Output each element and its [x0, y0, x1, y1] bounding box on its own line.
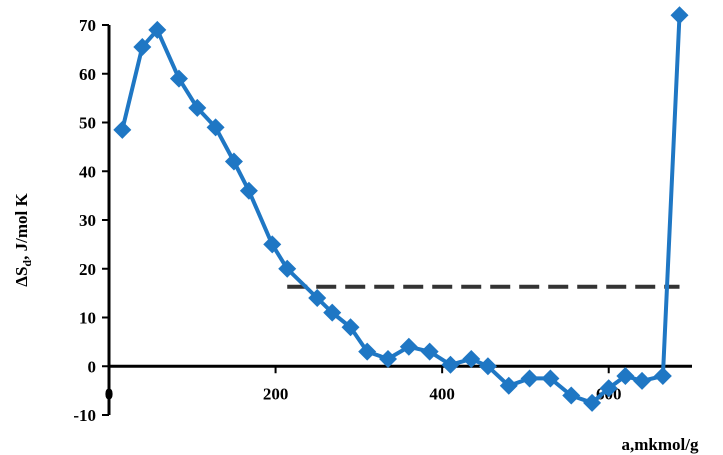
data-point-marker: [599, 379, 618, 398]
data-point-marker: [133, 37, 152, 56]
data-point-marker: [263, 235, 282, 254]
y-tick-label: 0: [88, 357, 97, 376]
data-point-marker: [478, 357, 497, 376]
data-point-marker: [462, 349, 481, 368]
data-point-marker: [206, 118, 225, 137]
data-point-marker: [308, 289, 327, 307]
data-point-marker: [562, 386, 581, 405]
data-point-marker: [113, 120, 132, 139]
series-markers: [113, 6, 689, 412]
y-axis-title-rest: , J/mol K: [12, 193, 31, 260]
y-tick-label: 50: [79, 114, 96, 133]
data-point-marker: [188, 98, 207, 117]
y-tick-label: 20: [79, 260, 96, 279]
data-point-marker: [224, 152, 243, 171]
y-axis-title-main: ΔS: [12, 267, 31, 287]
data-point-marker: [633, 371, 652, 390]
data-point-marker: [148, 20, 167, 39]
data-point-marker: [420, 342, 439, 361]
y-tick-label: -10: [73, 406, 96, 425]
data-point-marker: [239, 181, 258, 200]
x-axis-title: a,mkmol/g: [622, 435, 699, 454]
data-point-marker: [358, 342, 377, 361]
series-line: [120, 15, 682, 406]
data-point-marker: [670, 6, 689, 25]
data-point-marker: [499, 376, 518, 395]
data-point-marker: [323, 303, 342, 322]
x-tick-label: 400: [429, 384, 455, 403]
data-point-marker: [278, 259, 297, 278]
y-tick-label: 10: [79, 309, 96, 328]
data-point-marker: [379, 349, 398, 368]
y-tick-label: 60: [79, 65, 96, 84]
data-point-marker: [399, 337, 418, 356]
data-point-marker: [441, 355, 460, 374]
x-ticks: 0200400600: [105, 366, 621, 403]
data-point-marker: [520, 369, 539, 388]
data-point-marker: [616, 367, 635, 385]
data-point-marker: [341, 318, 360, 337]
data-point-marker: [653, 367, 672, 385]
x-tick-label: 200: [263, 384, 289, 403]
y-ticks: -10 0 10 20 30 40 50 60 70: [73, 16, 109, 425]
data-point-marker: [169, 69, 188, 88]
data-point-marker: [583, 393, 602, 412]
y-axis-title: ΔSd, J/mol K: [12, 193, 34, 287]
y-axis-title-subscript: d: [20, 260, 34, 267]
y-tick-label: 70: [79, 16, 96, 35]
y-tick-label: 40: [79, 162, 96, 181]
data-point-marker: [541, 369, 560, 388]
y-tick-label: 30: [79, 211, 96, 230]
